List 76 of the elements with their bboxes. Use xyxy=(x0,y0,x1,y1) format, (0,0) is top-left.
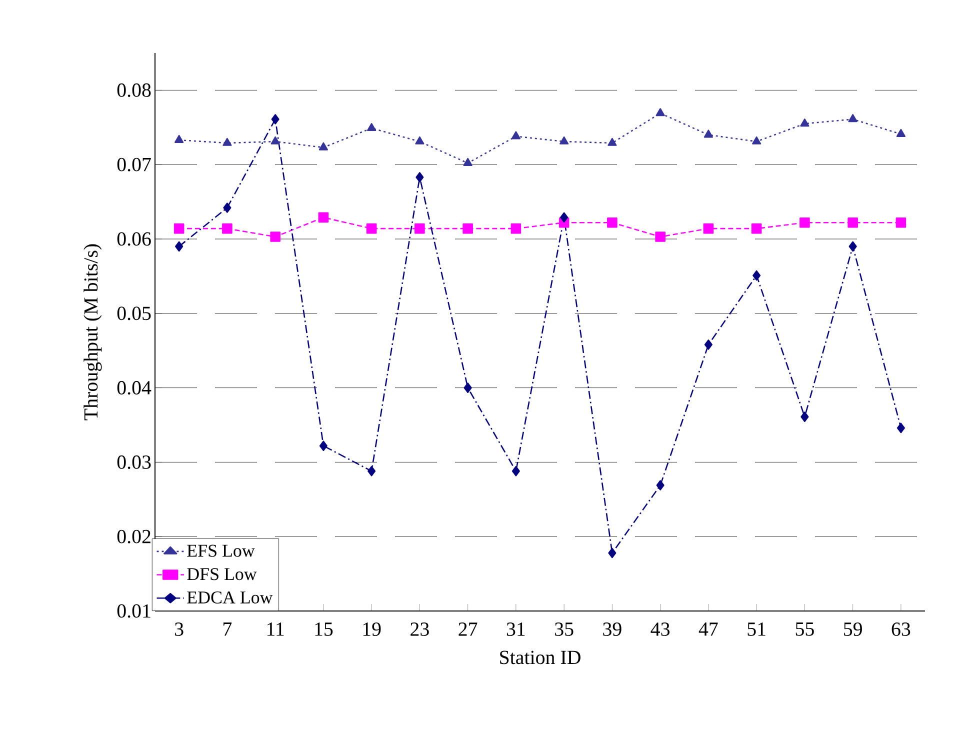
y-tick-label: 0.07 xyxy=(117,158,151,172)
legend-label: EFS Low xyxy=(187,544,255,557)
y-tick-label: 0.03 xyxy=(117,455,151,469)
y-tick-label: 0.04 xyxy=(117,381,152,395)
point xyxy=(896,217,906,228)
point xyxy=(463,158,472,166)
x-tick-label: 51 xyxy=(748,622,766,636)
point xyxy=(704,130,713,138)
point xyxy=(175,241,184,252)
point xyxy=(271,114,280,124)
point xyxy=(656,480,664,490)
point xyxy=(800,118,810,127)
point xyxy=(896,128,906,137)
x-tick-label: 43 xyxy=(650,622,670,636)
x-tick-label: 11 xyxy=(267,622,284,636)
point xyxy=(512,466,520,476)
point xyxy=(896,422,905,434)
point xyxy=(270,136,280,144)
y-tick-label: 0.08 xyxy=(117,83,151,97)
point xyxy=(368,466,376,476)
point xyxy=(848,114,858,122)
x-tick-label: 15 xyxy=(315,622,333,636)
point xyxy=(608,548,616,558)
x-tick-label: 3 xyxy=(175,622,184,636)
point xyxy=(848,217,858,228)
x-tick-label: 27 xyxy=(458,622,478,636)
point xyxy=(751,223,762,234)
point xyxy=(318,142,328,150)
x-tick-label: 35 xyxy=(555,622,574,636)
point xyxy=(560,212,568,223)
point xyxy=(752,136,762,144)
point xyxy=(656,108,665,116)
point xyxy=(367,122,376,132)
legend-label: EDCA Low xyxy=(187,591,273,604)
x-tick-label: 39 xyxy=(603,622,622,636)
point xyxy=(704,340,712,350)
point xyxy=(174,134,184,143)
x-axis-title: Station ID xyxy=(500,650,580,664)
point xyxy=(462,223,473,234)
point xyxy=(415,136,424,144)
point xyxy=(800,217,810,228)
x-tick-label: 47 xyxy=(698,622,718,636)
point xyxy=(464,382,472,393)
y-axis-title: Throughput (M bits/s) xyxy=(84,244,102,420)
point xyxy=(222,138,232,146)
point xyxy=(318,212,329,223)
point xyxy=(223,202,232,213)
x-tick-label: 59 xyxy=(844,622,862,636)
y-tick-label: 0.01 xyxy=(117,604,150,618)
point xyxy=(270,232,280,242)
y-tick-label: 0.05 xyxy=(117,306,151,320)
x-tick-label: 7 xyxy=(224,622,232,636)
y-tick-label: 0.02 xyxy=(117,530,150,544)
x-tick-label: 23 xyxy=(410,622,429,636)
legend-label: DFS Low xyxy=(187,568,257,580)
point xyxy=(510,223,522,234)
point xyxy=(655,232,666,242)
x-tick-label: 55 xyxy=(796,622,814,636)
point xyxy=(414,223,425,234)
point xyxy=(608,138,617,146)
point xyxy=(800,412,809,422)
point xyxy=(607,217,618,228)
point xyxy=(319,440,328,451)
point xyxy=(416,172,424,182)
point xyxy=(703,223,714,234)
y-tick-label: 0.06 xyxy=(117,232,151,246)
point xyxy=(222,223,232,234)
x-tick-label: 19 xyxy=(363,622,381,636)
point xyxy=(174,223,184,234)
point xyxy=(511,131,520,140)
point xyxy=(366,223,377,234)
point xyxy=(752,270,761,281)
x-tick-label: 31 xyxy=(506,622,525,636)
x-tick-label: 63 xyxy=(892,622,910,636)
point xyxy=(560,136,569,144)
point xyxy=(848,241,857,252)
